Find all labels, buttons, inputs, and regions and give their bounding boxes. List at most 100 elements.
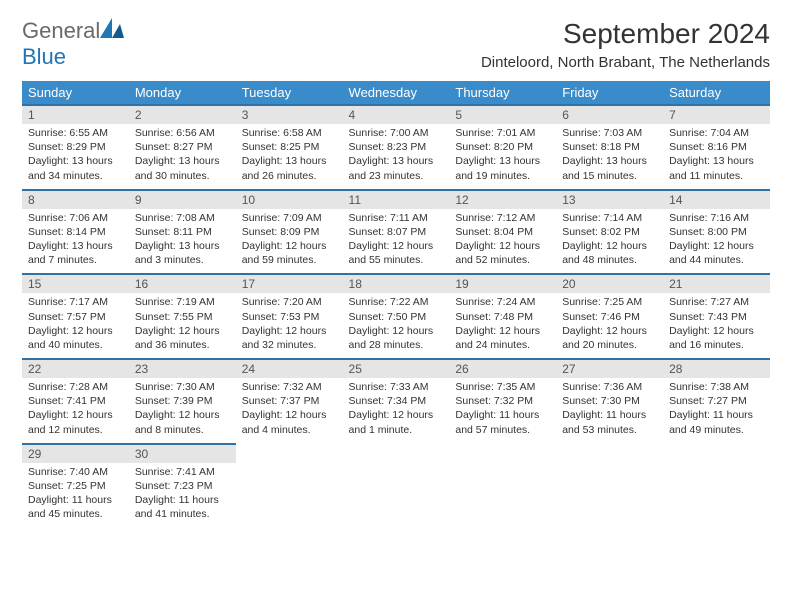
day-number-bar: 1 [22, 104, 129, 124]
day-number-bar: 9 [129, 189, 236, 209]
logo: General Blue [22, 18, 124, 70]
day-number-bar: 12 [449, 189, 556, 209]
calendar-cell: 3Sunrise: 6:58 AMSunset: 8:25 PMDaylight… [236, 104, 343, 189]
day-detail: Sunrise: 7:03 AMSunset: 8:18 PMDaylight:… [556, 124, 663, 189]
calendar-cell: 7Sunrise: 7:04 AMSunset: 8:16 PMDaylight… [663, 104, 770, 189]
day-detail: Sunrise: 7:16 AMSunset: 8:00 PMDaylight:… [663, 209, 770, 274]
day-number-bar: 29 [22, 443, 129, 463]
day-number-bar: 27 [556, 358, 663, 378]
calendar-cell: 30Sunrise: 7:41 AMSunset: 7:23 PMDayligh… [129, 443, 236, 528]
day-number-bar: 30 [129, 443, 236, 463]
calendar-cell: 17Sunrise: 7:20 AMSunset: 7:53 PMDayligh… [236, 273, 343, 358]
day-number-bar: 26 [449, 358, 556, 378]
day-detail: Sunrise: 7:11 AMSunset: 8:07 PMDaylight:… [343, 209, 450, 274]
calendar-cell: 8Sunrise: 7:06 AMSunset: 8:14 PMDaylight… [22, 189, 129, 274]
calendar-cell: 4Sunrise: 7:00 AMSunset: 8:23 PMDaylight… [343, 104, 450, 189]
day-number-bar: 19 [449, 273, 556, 293]
calendar-week-row: 29Sunrise: 7:40 AMSunset: 7:25 PMDayligh… [22, 443, 770, 528]
day-detail: Sunrise: 7:41 AMSunset: 7:23 PMDaylight:… [129, 463, 236, 528]
day-number-bar: 6 [556, 104, 663, 124]
weekday-header: Saturday [663, 81, 770, 104]
calendar-cell: 16Sunrise: 7:19 AMSunset: 7:55 PMDayligh… [129, 273, 236, 358]
day-detail: Sunrise: 7:40 AMSunset: 7:25 PMDaylight:… [22, 463, 129, 528]
weekday-header: Tuesday [236, 81, 343, 104]
calendar-cell: 12Sunrise: 7:12 AMSunset: 8:04 PMDayligh… [449, 189, 556, 274]
calendar-cell: 21Sunrise: 7:27 AMSunset: 7:43 PMDayligh… [663, 273, 770, 358]
calendar-cell: 2Sunrise: 6:56 AMSunset: 8:27 PMDaylight… [129, 104, 236, 189]
day-detail: Sunrise: 7:04 AMSunset: 8:16 PMDaylight:… [663, 124, 770, 189]
day-number-bar: 16 [129, 273, 236, 293]
calendar-cell: 9Sunrise: 7:08 AMSunset: 8:11 PMDaylight… [129, 189, 236, 274]
calendar-week-row: 15Sunrise: 7:17 AMSunset: 7:57 PMDayligh… [22, 273, 770, 358]
calendar-cell: 28Sunrise: 7:38 AMSunset: 7:27 PMDayligh… [663, 358, 770, 443]
day-detail: Sunrise: 7:17 AMSunset: 7:57 PMDaylight:… [22, 293, 129, 358]
day-detail: Sunrise: 7:12 AMSunset: 8:04 PMDaylight:… [449, 209, 556, 274]
day-number-bar: 15 [22, 273, 129, 293]
calendar-table: SundayMondayTuesdayWednesdayThursdayFrid… [22, 81, 770, 527]
calendar-cell: 11Sunrise: 7:11 AMSunset: 8:07 PMDayligh… [343, 189, 450, 274]
day-number-bar: 13 [556, 189, 663, 209]
weekday-header: Monday [129, 81, 236, 104]
calendar-week-row: 8Sunrise: 7:06 AMSunset: 8:14 PMDaylight… [22, 189, 770, 274]
calendar-cell [343, 443, 450, 528]
weekday-header: Thursday [449, 81, 556, 104]
location: Dinteloord, North Brabant, The Netherlan… [481, 54, 770, 71]
day-detail: Sunrise: 6:55 AMSunset: 8:29 PMDaylight:… [22, 124, 129, 189]
calendar-cell [663, 443, 770, 528]
calendar-week-row: 22Sunrise: 7:28 AMSunset: 7:41 PMDayligh… [22, 358, 770, 443]
day-number-bar: 28 [663, 358, 770, 378]
day-detail: Sunrise: 7:33 AMSunset: 7:34 PMDaylight:… [343, 378, 450, 443]
header: General Blue September 2024 Dinteloord, … [22, 18, 770, 71]
day-detail: Sunrise: 7:36 AMSunset: 7:30 PMDaylight:… [556, 378, 663, 443]
day-number-bar: 7 [663, 104, 770, 124]
day-number-bar: 5 [449, 104, 556, 124]
logo-text: General Blue [22, 18, 124, 70]
calendar-cell: 13Sunrise: 7:14 AMSunset: 8:02 PMDayligh… [556, 189, 663, 274]
calendar-cell [556, 443, 663, 528]
day-detail: Sunrise: 7:30 AMSunset: 7:39 PMDaylight:… [129, 378, 236, 443]
calendar-cell: 14Sunrise: 7:16 AMSunset: 8:00 PMDayligh… [663, 189, 770, 274]
day-detail: Sunrise: 6:58 AMSunset: 8:25 PMDaylight:… [236, 124, 343, 189]
day-detail: Sunrise: 7:22 AMSunset: 7:50 PMDaylight:… [343, 293, 450, 358]
weekday-header-row: SundayMondayTuesdayWednesdayThursdayFrid… [22, 81, 770, 104]
day-number-bar: 10 [236, 189, 343, 209]
day-detail: Sunrise: 7:09 AMSunset: 8:09 PMDaylight:… [236, 209, 343, 274]
calendar-cell: 20Sunrise: 7:25 AMSunset: 7:46 PMDayligh… [556, 273, 663, 358]
day-detail: Sunrise: 7:35 AMSunset: 7:32 PMDaylight:… [449, 378, 556, 443]
day-number-bar: 2 [129, 104, 236, 124]
day-detail: Sunrise: 7:24 AMSunset: 7:48 PMDaylight:… [449, 293, 556, 358]
calendar-cell: 15Sunrise: 7:17 AMSunset: 7:57 PMDayligh… [22, 273, 129, 358]
day-number-bar: 20 [556, 273, 663, 293]
calendar-cell: 25Sunrise: 7:33 AMSunset: 7:34 PMDayligh… [343, 358, 450, 443]
calendar-cell: 24Sunrise: 7:32 AMSunset: 7:37 PMDayligh… [236, 358, 343, 443]
day-number-bar: 4 [343, 104, 450, 124]
calendar-cell: 18Sunrise: 7:22 AMSunset: 7:50 PMDayligh… [343, 273, 450, 358]
calendar-cell: 29Sunrise: 7:40 AMSunset: 7:25 PMDayligh… [22, 443, 129, 528]
calendar-cell: 5Sunrise: 7:01 AMSunset: 8:20 PMDaylight… [449, 104, 556, 189]
title-block: September 2024 Dinteloord, North Brabant… [481, 18, 770, 71]
day-number-bar: 8 [22, 189, 129, 209]
day-detail: Sunrise: 7:38 AMSunset: 7:27 PMDaylight:… [663, 378, 770, 443]
day-detail: Sunrise: 7:14 AMSunset: 8:02 PMDaylight:… [556, 209, 663, 274]
day-detail: Sunrise: 7:27 AMSunset: 7:43 PMDaylight:… [663, 293, 770, 358]
day-detail: Sunrise: 7:28 AMSunset: 7:41 PMDaylight:… [22, 378, 129, 443]
day-detail: Sunrise: 7:08 AMSunset: 8:11 PMDaylight:… [129, 209, 236, 274]
weekday-header: Wednesday [343, 81, 450, 104]
calendar-cell: 26Sunrise: 7:35 AMSunset: 7:32 PMDayligh… [449, 358, 556, 443]
day-number-bar: 3 [236, 104, 343, 124]
calendar-cell: 6Sunrise: 7:03 AMSunset: 8:18 PMDaylight… [556, 104, 663, 189]
calendar-cell: 10Sunrise: 7:09 AMSunset: 8:09 PMDayligh… [236, 189, 343, 274]
calendar-cell [236, 443, 343, 528]
day-number-bar: 24 [236, 358, 343, 378]
day-detail: Sunrise: 7:32 AMSunset: 7:37 PMDaylight:… [236, 378, 343, 443]
weekday-header: Sunday [22, 81, 129, 104]
logo-triangle-icon [100, 18, 124, 38]
day-number-bar: 25 [343, 358, 450, 378]
calendar-cell: 19Sunrise: 7:24 AMSunset: 7:48 PMDayligh… [449, 273, 556, 358]
weekday-header: Friday [556, 81, 663, 104]
logo-word1: General [22, 18, 100, 43]
calendar-cell [449, 443, 556, 528]
day-detail: Sunrise: 7:00 AMSunset: 8:23 PMDaylight:… [343, 124, 450, 189]
day-number-bar: 18 [343, 273, 450, 293]
day-detail: Sunrise: 7:01 AMSunset: 8:20 PMDaylight:… [449, 124, 556, 189]
